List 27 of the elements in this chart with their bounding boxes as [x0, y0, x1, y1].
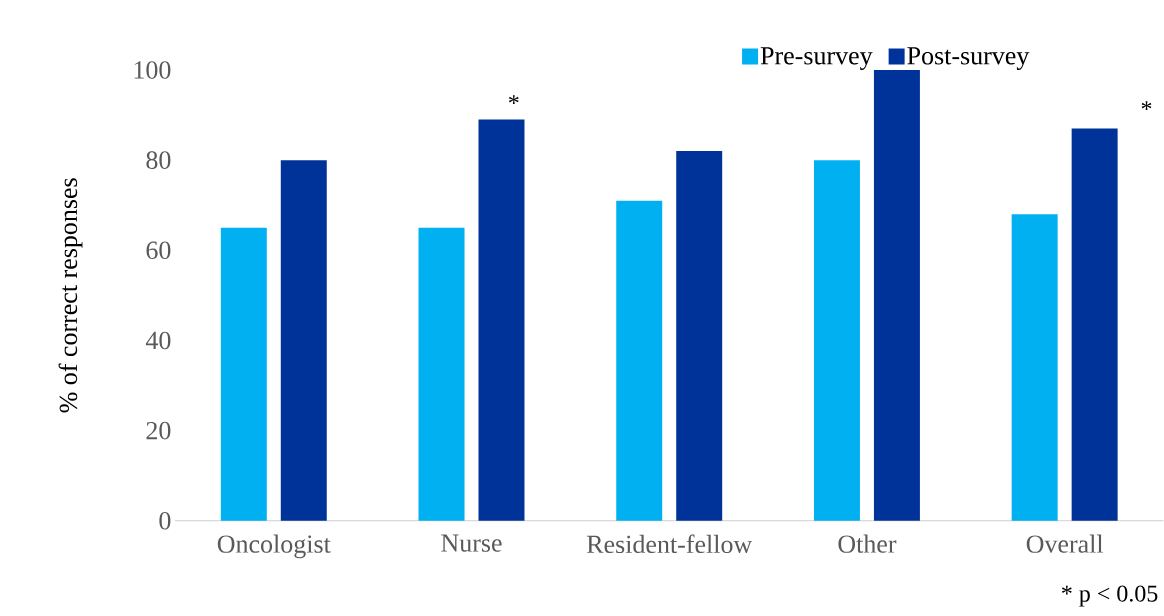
- x-tick-label: Other: [838, 534, 897, 553]
- y-axis-title: % of correct responses: [58, 178, 83, 413]
- x-tick-label: Overall: [1026, 534, 1104, 553]
- y-tick-label: 40: [145, 331, 171, 350]
- y-tick-label: 100: [134, 61, 171, 79]
- bar: [616, 200, 663, 521]
- bar: [220, 227, 267, 521]
- y-tick-label: 20: [146, 421, 171, 440]
- bar: [813, 160, 860, 521]
- bar: [478, 119, 525, 521]
- text: * p < 0.05: [1062, 585, 1158, 607]
- x-tick-label: Resident-fellow: [586, 534, 753, 554]
- y-tick-label: 80: [146, 151, 171, 170]
- x-tick-label: Nurse: [441, 534, 502, 552]
- annotation: *: [508, 95, 519, 105]
- bar: [676, 151, 723, 521]
- annotation: *: [1141, 101, 1152, 111]
- legend-label: Post-survey: [907, 47, 1030, 70]
- y-tick-label: 60: [146, 241, 171, 260]
- bar: [1011, 214, 1058, 521]
- bar: [280, 160, 327, 521]
- y-tick-label: 0: [159, 512, 171, 530]
- bar: [1071, 128, 1118, 521]
- legend-label: Pre-survey: [760, 47, 873, 70]
- bar: [873, 70, 920, 521]
- x-tick-label: Oncologist: [217, 534, 331, 559]
- bar: [418, 227, 465, 521]
